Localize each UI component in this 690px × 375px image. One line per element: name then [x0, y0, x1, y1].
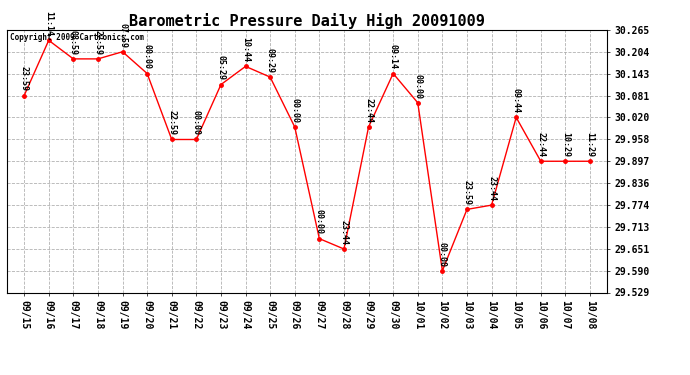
Text: 23:59: 23:59 [19, 66, 28, 92]
Text: 09:29: 09:29 [266, 48, 275, 73]
Text: 09:44: 09:44 [512, 88, 521, 113]
Text: 00:00: 00:00 [290, 98, 299, 123]
Text: 23:59: 23:59 [462, 180, 471, 205]
Text: 11:29: 11:29 [586, 132, 595, 157]
Text: 00:00: 00:00 [143, 44, 152, 69]
Text: Copyright 2009 Cartronics.com: Copyright 2009 Cartronics.com [10, 33, 144, 42]
Text: 07:59: 07:59 [118, 22, 127, 48]
Text: 09:14: 09:14 [388, 44, 397, 69]
Text: 10:29: 10:29 [561, 132, 570, 157]
Text: 00:00: 00:00 [192, 110, 201, 135]
Text: 22:59: 22:59 [167, 110, 176, 135]
Text: 00:00: 00:00 [413, 74, 422, 99]
Text: 05:29: 05:29 [217, 56, 226, 80]
Text: 00:00: 00:00 [438, 242, 447, 267]
Text: 11:14: 11:14 [44, 11, 53, 36]
Text: 22:59: 22:59 [93, 30, 102, 55]
Text: 00:00: 00:00 [315, 210, 324, 234]
Text: 23:44: 23:44 [487, 176, 496, 201]
Text: 23:44: 23:44 [339, 220, 348, 245]
Title: Barometric Pressure Daily High 20091009: Barometric Pressure Daily High 20091009 [129, 13, 485, 29]
Text: 22:44: 22:44 [364, 98, 373, 123]
Text: 10:44: 10:44 [241, 37, 250, 62]
Text: 22:44: 22:44 [536, 132, 545, 157]
Text: 08:59: 08:59 [69, 30, 78, 55]
